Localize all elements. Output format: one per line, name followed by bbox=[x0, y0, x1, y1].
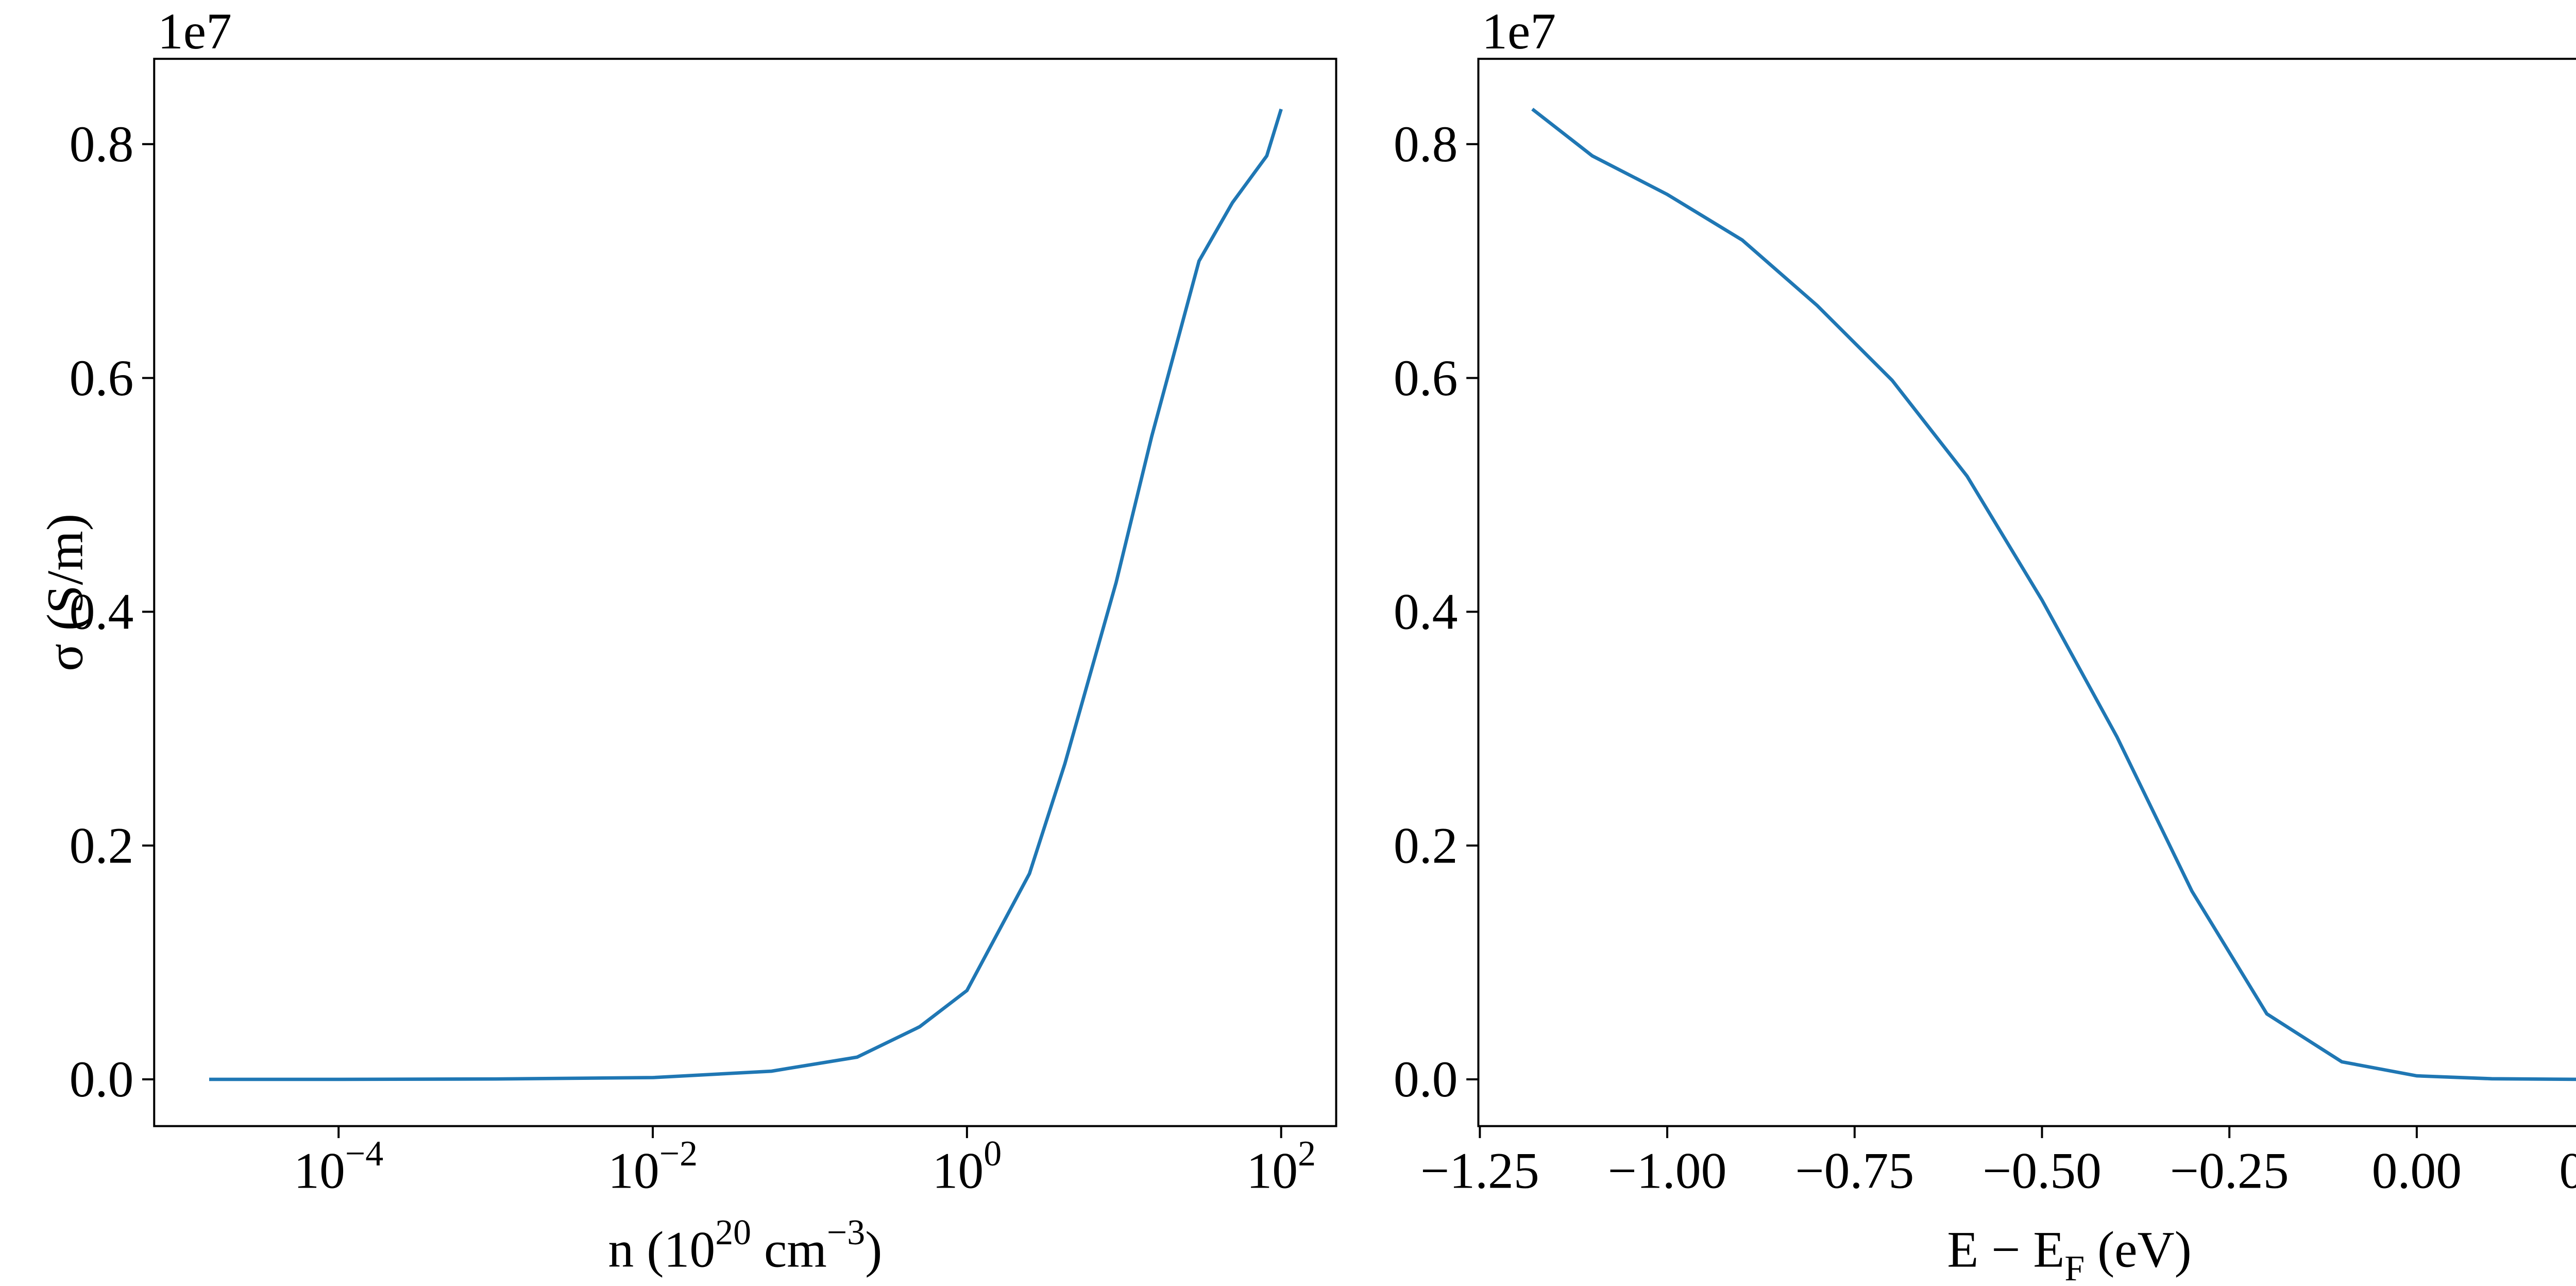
x-tick-base: 10 bbox=[933, 1142, 984, 1199]
axes-frame bbox=[153, 58, 1337, 1127]
x-tick-exponent: −2 bbox=[659, 1134, 698, 1174]
x-tick-label: −0.25 bbox=[2170, 1142, 2289, 1199]
y-tick-label: 0.8 bbox=[70, 115, 134, 173]
x-tick-exponent: 2 bbox=[1298, 1134, 1316, 1174]
x-tick-base: −0.75 bbox=[1795, 1142, 1914, 1199]
x-tick-base: −1.25 bbox=[1420, 1142, 1539, 1199]
offset-text: 1e7 bbox=[1482, 3, 1556, 60]
x-axis-label-part: n (10 bbox=[608, 1221, 715, 1278]
y-tick-label: 0.2 bbox=[70, 817, 134, 874]
x-tick-exponent: −4 bbox=[345, 1134, 383, 1174]
x-tick-label: −1.00 bbox=[1608, 1142, 1727, 1199]
data-line bbox=[209, 108, 1283, 1081]
x-tick-base: 0.00 bbox=[2372, 1142, 2462, 1199]
y-tick-label: 0.0 bbox=[1394, 1051, 1458, 1108]
y-tick-label: 0.0 bbox=[70, 1051, 134, 1108]
data-line bbox=[1531, 108, 2576, 1081]
x-axis-label-part: 20 bbox=[715, 1213, 751, 1253]
x-tick-label: 100 bbox=[933, 1134, 1002, 1199]
y-tick-label: 0.6 bbox=[70, 349, 134, 407]
y-tick-label: 0.8 bbox=[1394, 115, 1458, 173]
x-axis-label: n (1020 cm−3) bbox=[608, 1213, 882, 1278]
y-tick-label: 0.4 bbox=[70, 583, 134, 640]
y-tick-label: 0.6 bbox=[1394, 349, 1458, 407]
x-tick-label: 102 bbox=[1246, 1134, 1316, 1199]
subplot: 0.0 0.2 0.4 0.6 0.8 −1.25 −1.00 −0.75 −0.50 −0.25… bbox=[1394, 3, 2576, 1286]
x-axis-label-part: E − E bbox=[1947, 1221, 2064, 1278]
x-tick-label: 0.25 bbox=[2559, 1142, 2576, 1199]
x-tick-base: 10 bbox=[1246, 1142, 1298, 1199]
x-axis-label: E − EF (eV) bbox=[1947, 1221, 2192, 1286]
x-tick-label: 0.00 bbox=[2372, 1142, 2462, 1199]
y-tick-label: 0.2 bbox=[1394, 817, 1458, 874]
axes-frame bbox=[1477, 58, 2576, 1127]
x-tick-base: 10 bbox=[294, 1142, 345, 1199]
x-tick-label: 10−2 bbox=[608, 1134, 698, 1199]
y-tick-label: 0.4 bbox=[1394, 583, 1458, 640]
x-axis-label-part: ) bbox=[865, 1221, 882, 1278]
x-tick-base: −1.00 bbox=[1608, 1142, 1727, 1199]
x-tick-base: 0.25 bbox=[2559, 1142, 2576, 1199]
x-tick-label: −1.25 bbox=[1420, 1142, 1539, 1199]
y-axis-label: σ (S/m) bbox=[37, 514, 94, 671]
x-axis-label-part: F bbox=[2064, 1249, 2084, 1286]
x-axis-label-part: −3 bbox=[827, 1213, 865, 1253]
x-axis-label-part: cm bbox=[751, 1221, 827, 1278]
x-tick-base: −0.50 bbox=[1982, 1142, 2102, 1199]
x-tick-label: 10−4 bbox=[294, 1134, 383, 1199]
x-tick-label: −0.50 bbox=[1982, 1142, 2102, 1199]
offset-text: 1e7 bbox=[158, 3, 232, 60]
x-tick-base: −0.25 bbox=[2170, 1142, 2289, 1199]
x-tick-base: 10 bbox=[608, 1142, 659, 1199]
x-tick-label: −0.75 bbox=[1795, 1142, 1914, 1199]
x-tick-exponent: 0 bbox=[984, 1134, 1002, 1174]
x-axis-label-part: (eV) bbox=[2084, 1221, 2192, 1278]
